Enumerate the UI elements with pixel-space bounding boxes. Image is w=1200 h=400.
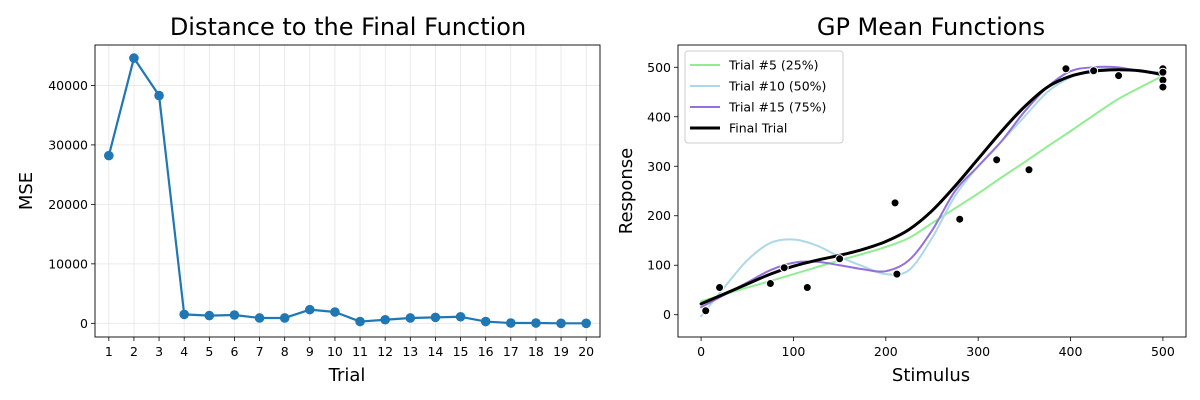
observation-point xyxy=(1089,66,1099,76)
mse-data-point xyxy=(254,313,265,323)
x-tick-label: 13 xyxy=(402,344,418,359)
x-tick-label: 12 xyxy=(377,344,393,359)
observation-point xyxy=(765,279,775,289)
x-tick-label: 3 xyxy=(155,344,163,359)
mse-data-point xyxy=(405,313,416,323)
gp-chart-title: GP Mean Functions xyxy=(817,13,1045,41)
y-tick-label: 500 xyxy=(647,60,671,75)
mse-data-point xyxy=(480,316,491,327)
y-tick-label: 100 xyxy=(647,258,671,273)
mse-data-point xyxy=(279,313,290,323)
mse-chart-title: Distance to the Final Function xyxy=(170,13,526,41)
x-tick-label: 15 xyxy=(453,344,469,359)
mse-data-point xyxy=(305,304,315,315)
x-tick-label: 14 xyxy=(427,344,443,359)
trial-5-line xyxy=(700,74,1164,303)
gp-x-axis-label: Stimulus xyxy=(892,365,970,386)
final-trial-line xyxy=(699,68,1165,306)
x-tick-label: 16 xyxy=(478,344,494,359)
mse-data-point xyxy=(430,312,441,323)
x-tick-label: 200 xyxy=(874,344,898,359)
observation-point xyxy=(955,214,965,224)
observation-point xyxy=(892,269,902,279)
mse-data-point xyxy=(179,309,189,320)
mse-data-point xyxy=(204,310,215,321)
x-tick-label: 0 xyxy=(697,344,705,359)
observation-point xyxy=(1061,64,1071,74)
mse-plot-frame xyxy=(94,44,601,338)
x-tick-label: 500 xyxy=(1151,344,1175,359)
observation-point xyxy=(1158,82,1168,92)
observation-point xyxy=(1114,71,1124,81)
legend-label: Trial #15 (75%) xyxy=(728,100,826,115)
mse-data-point xyxy=(229,310,240,320)
y-tick-label: 0 xyxy=(663,307,671,322)
x-tick-label: 17 xyxy=(503,344,519,359)
mse-data-point xyxy=(380,314,390,325)
observation-point xyxy=(779,263,789,273)
observation-point xyxy=(802,283,812,293)
y-tick-label: 20000 xyxy=(48,197,88,212)
mse-data-point xyxy=(154,90,164,101)
x-tick-label: 7 xyxy=(256,344,264,359)
observation-point xyxy=(890,198,900,208)
legend-label: Final Trial xyxy=(729,121,787,136)
mse-series-line xyxy=(107,56,587,325)
mse-data-point xyxy=(455,311,466,322)
mse-data-point xyxy=(104,150,114,161)
observation-point xyxy=(992,155,1002,165)
gp-y-axis-label: Response xyxy=(616,148,637,234)
mse-data-point xyxy=(506,318,516,328)
observation-point xyxy=(835,254,845,264)
x-tick-label: 9 xyxy=(306,344,314,359)
observation-point xyxy=(1024,165,1034,175)
mse-data-point xyxy=(581,318,591,329)
x-tick-label: 400 xyxy=(1059,344,1083,359)
x-tick-label: 10 xyxy=(327,344,343,359)
trial-15-line xyxy=(700,65,1164,309)
y-tick-label: 30000 xyxy=(48,137,88,152)
x-tick-label: 100 xyxy=(782,344,806,359)
mse-data-point xyxy=(355,316,365,327)
x-tick-label: 6 xyxy=(230,344,238,359)
y-tick-label: 0 xyxy=(80,316,88,331)
x-tick-label: 300 xyxy=(966,344,990,359)
mse-data-point xyxy=(531,318,541,328)
observation-point xyxy=(701,306,711,316)
x-tick-label: 20 xyxy=(578,344,594,359)
gp-plot-frame xyxy=(677,44,1187,338)
x-tick-label: 1 xyxy=(105,344,113,359)
x-tick-label: 2 xyxy=(130,344,138,359)
y-tick-label: 10000 xyxy=(48,256,88,271)
x-tick-label: 11 xyxy=(352,344,368,359)
legend-box xyxy=(684,50,844,144)
x-tick-label: 4 xyxy=(180,344,188,359)
mse-data-point xyxy=(556,318,566,329)
y-tick-label: 300 xyxy=(647,159,671,174)
y-tick-label: 200 xyxy=(647,208,671,223)
observation-point xyxy=(715,283,725,293)
gp-legend: Trial #5 (25%) Trial #10 (50%) Trial #15 (… xyxy=(684,50,844,144)
observation-point xyxy=(1158,67,1168,77)
mse-data-point xyxy=(129,53,139,63)
x-tick-label: 5 xyxy=(205,344,213,359)
mse-y-axis-label: MSE xyxy=(16,172,37,210)
legend-label: Trial #5 (25%) xyxy=(728,58,818,73)
x-tick-label: 19 xyxy=(553,344,569,359)
mse-x-axis-label: Trial xyxy=(328,365,366,386)
legend-label: Trial #10 (50%) xyxy=(728,79,826,94)
gp-chart: GP Mean Functions 0 100 200 300 400 500 0 100 20… xyxy=(616,13,1187,386)
y-tick-label: 400 xyxy=(647,109,671,124)
x-tick-label: 8 xyxy=(281,344,289,359)
mse-data-point xyxy=(330,307,340,317)
x-tick-label: 18 xyxy=(528,344,544,359)
y-tick-label: 40000 xyxy=(48,78,88,93)
